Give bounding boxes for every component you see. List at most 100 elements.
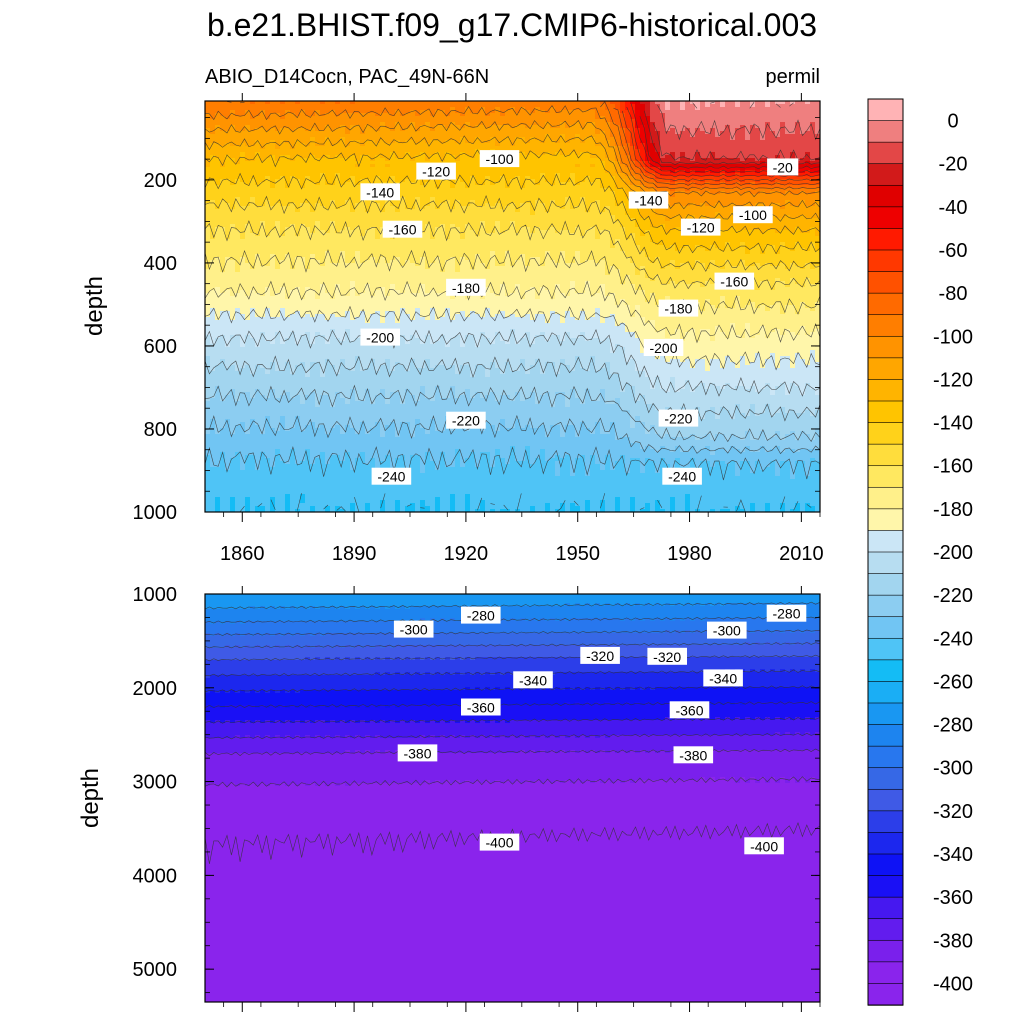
contour-cell bbox=[435, 113, 441, 117]
contour-cell bbox=[435, 116, 441, 120]
contour-cell bbox=[430, 116, 436, 120]
contour-cell bbox=[720, 122, 726, 126]
contour-cell bbox=[560, 101, 566, 105]
contour-cell bbox=[555, 122, 561, 126]
contour-cell bbox=[615, 122, 621, 126]
contour-cell bbox=[420, 113, 426, 117]
contour-cell bbox=[470, 101, 476, 105]
contour-cell bbox=[750, 110, 756, 114]
contour-cell bbox=[240, 107, 246, 111]
contour-cell bbox=[240, 125, 246, 129]
contour-cell bbox=[470, 116, 476, 120]
contour-cell bbox=[420, 101, 426, 105]
contour-cell bbox=[460, 116, 466, 120]
contour-cell bbox=[590, 116, 596, 120]
contour-cell bbox=[310, 107, 316, 111]
contour-cell bbox=[400, 113, 406, 117]
contour-cell bbox=[795, 113, 801, 117]
contour-cell bbox=[420, 107, 426, 111]
contour-cell bbox=[210, 107, 216, 111]
contour-cell bbox=[285, 122, 291, 126]
contour-cell bbox=[270, 110, 276, 114]
contour-cell bbox=[290, 122, 296, 126]
contour-cell bbox=[255, 125, 261, 129]
contour-cell bbox=[465, 125, 471, 129]
contour-cell bbox=[585, 101, 591, 105]
contour-cell bbox=[225, 107, 231, 111]
contour-cell bbox=[240, 101, 246, 105]
contour-cell bbox=[280, 107, 286, 111]
contour-cell bbox=[235, 104, 241, 108]
contour-cell bbox=[700, 116, 706, 120]
contour-cell bbox=[405, 122, 411, 126]
contour-cell bbox=[560, 116, 566, 120]
contour-cell bbox=[760, 110, 766, 114]
contour-cell bbox=[300, 101, 306, 105]
contour-cell bbox=[710, 119, 716, 123]
contour-cell bbox=[760, 104, 766, 108]
contour-cell bbox=[630, 119, 636, 123]
contour-cell bbox=[340, 107, 346, 111]
contour-cell bbox=[735, 101, 741, 105]
contour-cell bbox=[540, 104, 546, 108]
contour-cell bbox=[580, 116, 586, 120]
contour-cell bbox=[600, 122, 606, 126]
contour-cell bbox=[575, 122, 581, 126]
contour-cell bbox=[490, 107, 496, 111]
contour-cell bbox=[525, 107, 531, 111]
contour-cell bbox=[660, 122, 666, 126]
contour-cell bbox=[420, 125, 426, 129]
contour-cell bbox=[500, 125, 506, 129]
contour-cell bbox=[550, 113, 556, 117]
contour-cell bbox=[305, 113, 311, 117]
contour-cell bbox=[305, 101, 311, 105]
contour-cell bbox=[625, 119, 631, 123]
contour-cell bbox=[445, 104, 451, 108]
contour-cell bbox=[520, 116, 526, 120]
contour-cell bbox=[655, 113, 661, 117]
contour-cell bbox=[715, 104, 721, 108]
contour-cell bbox=[755, 113, 761, 117]
contour-cell bbox=[290, 104, 296, 108]
contour-cell bbox=[705, 113, 711, 117]
contour-cell bbox=[705, 119, 711, 123]
contour-cell bbox=[805, 116, 811, 120]
contour-cell bbox=[420, 119, 426, 123]
contour-cell bbox=[210, 104, 216, 108]
contour-cell bbox=[785, 122, 791, 126]
contour-cell bbox=[335, 113, 341, 117]
contour-cell bbox=[380, 107, 386, 111]
contour-cell bbox=[485, 107, 491, 111]
contour-cell bbox=[440, 101, 446, 105]
contour-cell bbox=[225, 110, 231, 114]
contour-cell bbox=[585, 104, 591, 108]
contour-cell bbox=[565, 122, 571, 126]
contour-cell bbox=[800, 113, 806, 117]
contour-cell bbox=[275, 101, 281, 105]
contour-cell bbox=[365, 101, 371, 105]
contour-cell bbox=[455, 101, 461, 105]
contour-cell bbox=[755, 101, 761, 105]
contour-cell bbox=[560, 113, 566, 117]
contour-cell bbox=[635, 116, 641, 120]
contour-cell bbox=[805, 119, 811, 123]
contour-cell bbox=[520, 119, 526, 123]
contour-cell bbox=[410, 119, 416, 123]
contour-cell bbox=[710, 122, 716, 126]
contour-cell bbox=[790, 116, 796, 120]
contour-cell bbox=[340, 116, 346, 120]
contour-cell bbox=[295, 122, 301, 126]
contour-cell bbox=[335, 110, 341, 114]
contour-cell bbox=[265, 104, 271, 108]
contour-cell bbox=[220, 125, 226, 129]
contour-cell bbox=[760, 113, 766, 117]
contour-cell bbox=[480, 122, 486, 126]
contour-cell bbox=[295, 101, 301, 105]
contour-cell bbox=[765, 104, 771, 108]
contour-cell bbox=[760, 119, 766, 123]
contour-cell bbox=[400, 104, 406, 108]
contour-cell bbox=[235, 119, 241, 123]
contour-cell bbox=[365, 125, 371, 129]
contour-cell bbox=[505, 107, 511, 111]
contour-cell bbox=[495, 119, 501, 123]
